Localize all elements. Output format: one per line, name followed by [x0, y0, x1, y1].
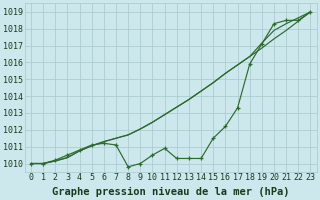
X-axis label: Graphe pression niveau de la mer (hPa): Graphe pression niveau de la mer (hPa) [52, 186, 290, 197]
